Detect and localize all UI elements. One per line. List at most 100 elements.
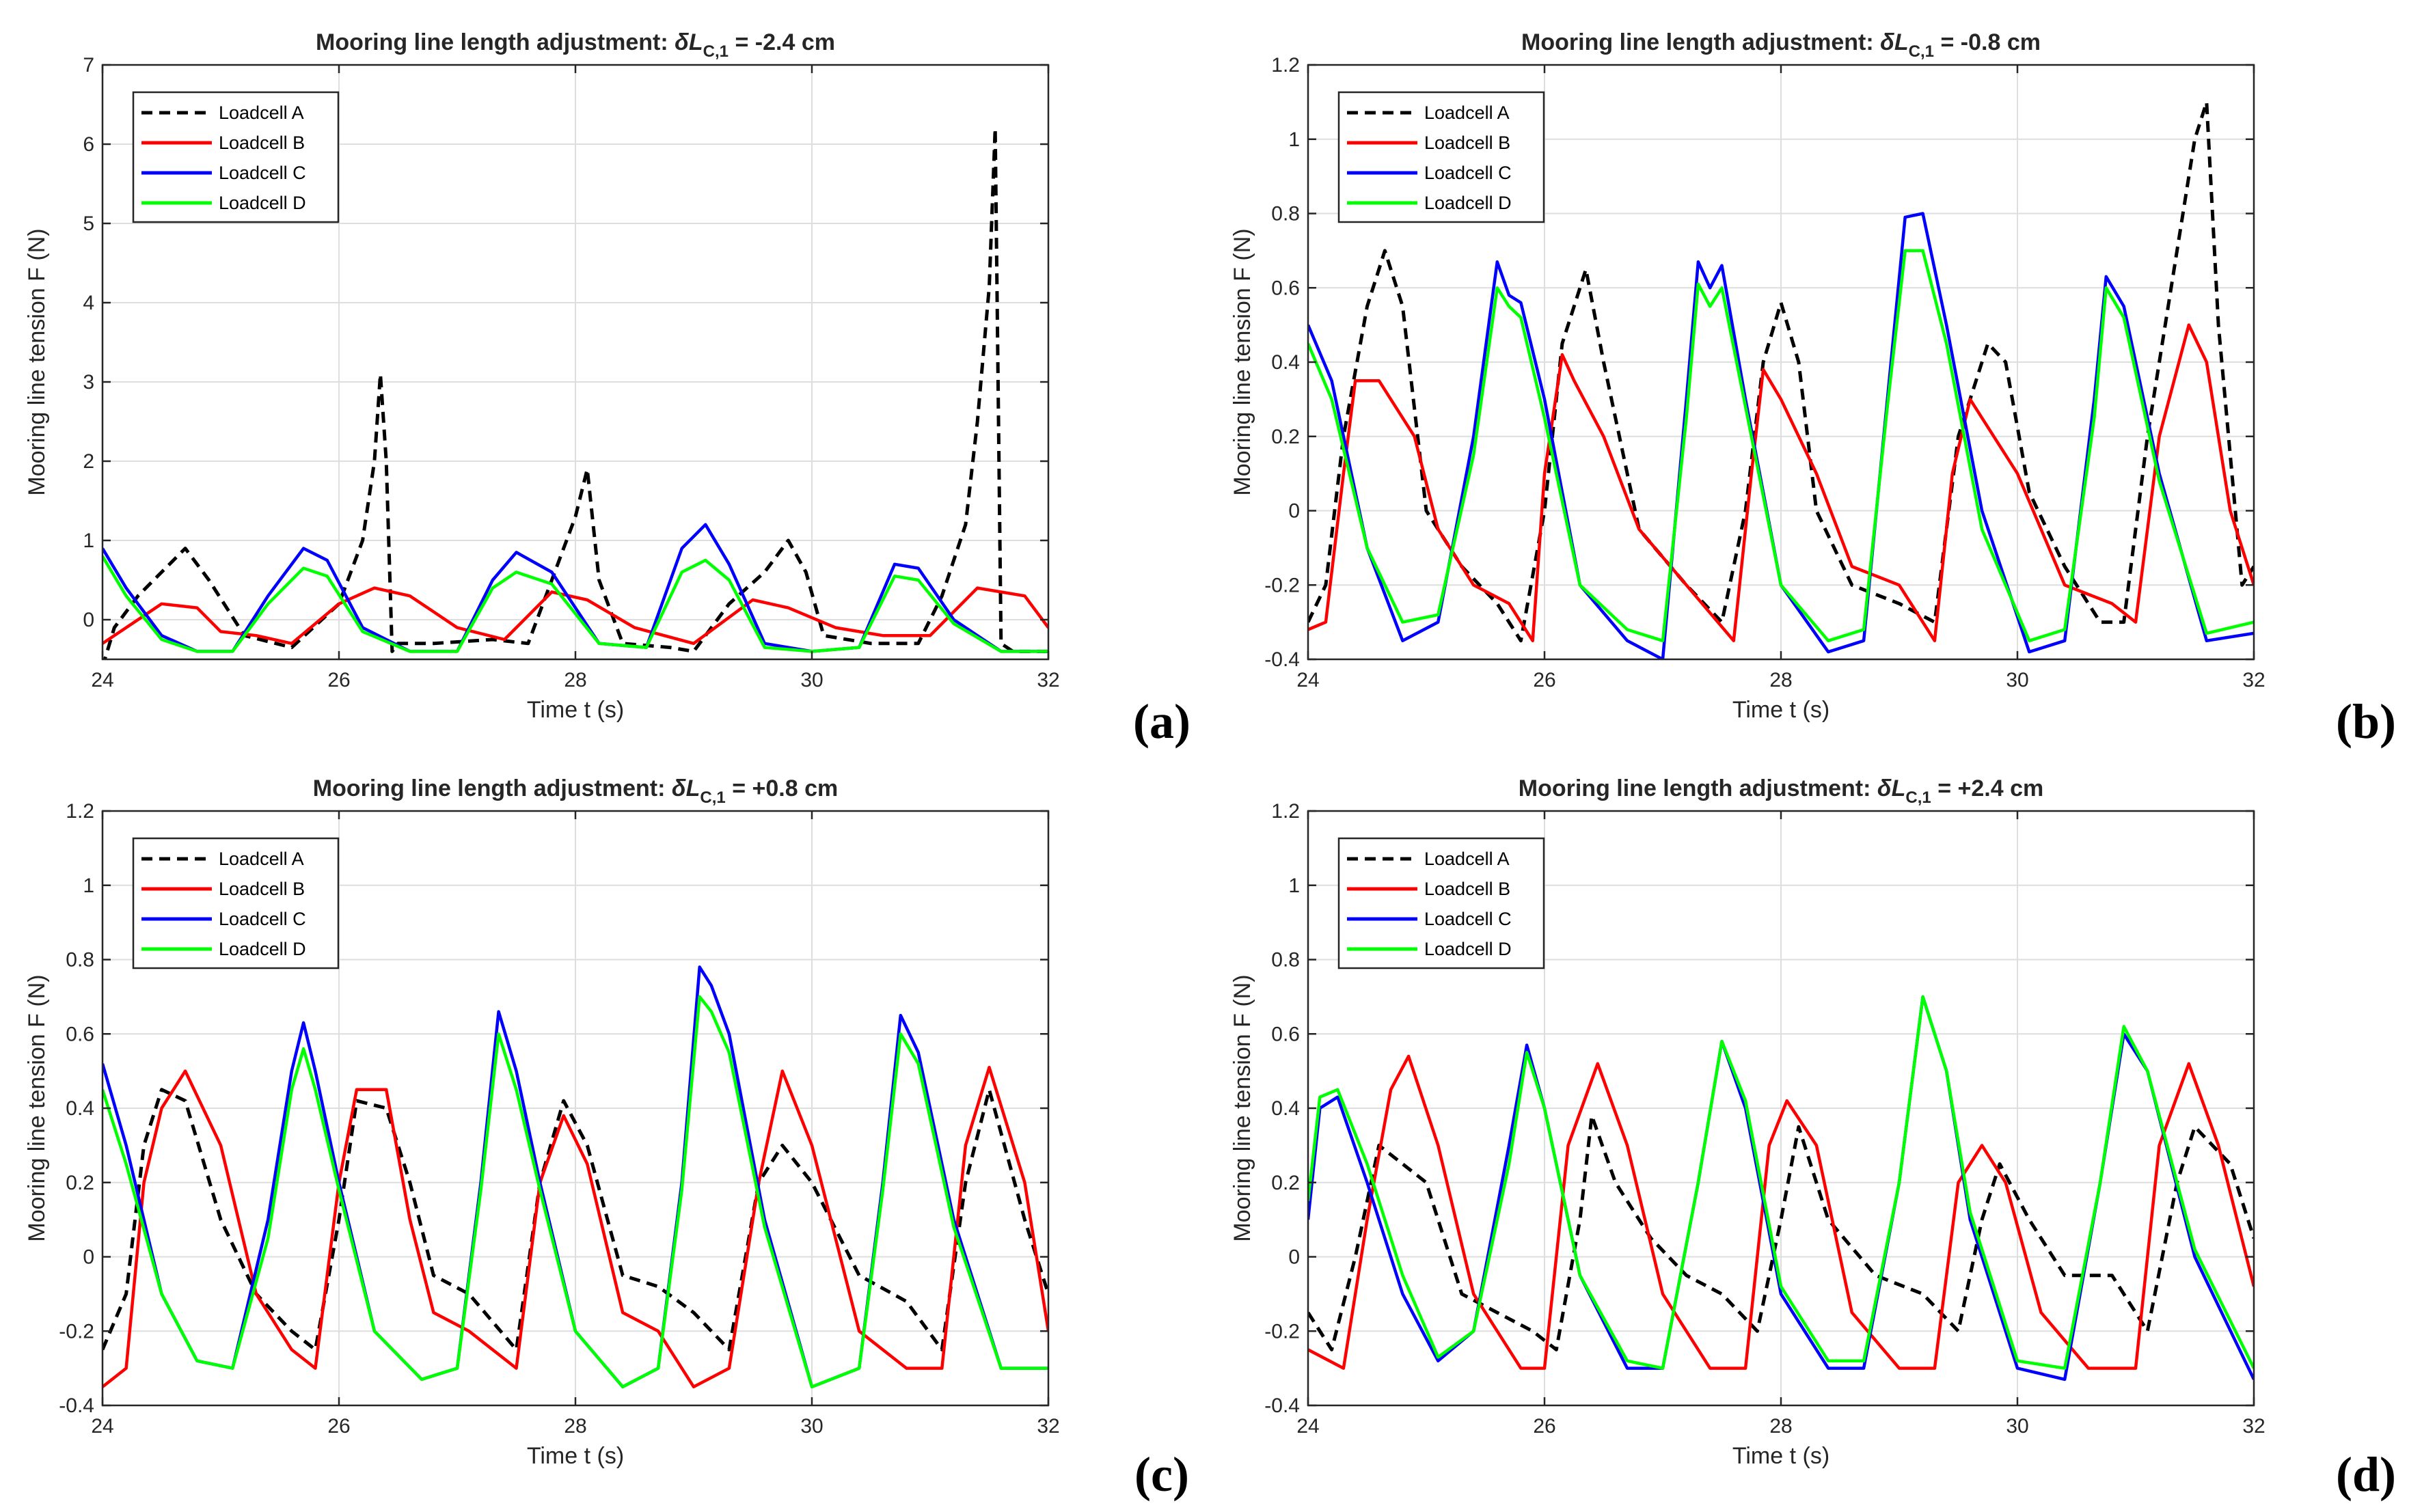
y-axis-label: Mooring line tension F (N) — [24, 974, 50, 1241]
legend-label: Loadcell B — [219, 133, 305, 153]
series-line-loadcell-d — [103, 555, 1048, 653]
x-tick-label: 28 — [1769, 669, 1792, 691]
y-tick-label: 4 — [83, 292, 94, 314]
x-tick-label: 30 — [800, 669, 823, 691]
chart-panel: 24 26 28 30 32 0 1 2 3 4 5 6 7 Mooring line length ad… — [24, 29, 1190, 749]
y-tick-label: 1 — [1288, 128, 1300, 151]
legend-label: Loadcell C — [1424, 163, 1512, 183]
legend-label: Loadcell B — [1424, 879, 1510, 899]
y-axis-label: Mooring line tension F (N) — [1229, 228, 1255, 495]
panel-label: (d) — [2336, 1447, 2396, 1502]
y-tick-label: 0.2 — [66, 1172, 94, 1194]
legend-label: Loadcell A — [219, 102, 304, 123]
y-tick-label: 0.8 — [66, 949, 94, 972]
x-tick-label: 32 — [2242, 1415, 2265, 1438]
chart-panel: 24 26 28 30 32 -0.4 -0.2 0 0.2 0.4 0.6 0.8 1 1.2 Moori… — [24, 775, 1189, 1502]
legend-label: Loadcell D — [219, 193, 306, 213]
legend: Loadcell A Loadcell B Loadcell C Loadcell D — [1337, 91, 1545, 223]
y-tick-label: 0 — [1288, 1246, 1300, 1269]
series-line-loadcell-b — [103, 586, 1048, 646]
y-tick-label: -0.2 — [1264, 574, 1300, 596]
chart-panel: 24 26 28 30 32 -0.4 -0.2 0 0.2 0.4 0.6 0.8 1 1.2 Moori… — [1229, 29, 2396, 749]
x-tick-label: 26 — [327, 669, 350, 691]
y-tick-label: 0.8 — [1271, 949, 1300, 972]
y-tick-label: 1 — [83, 875, 94, 897]
chart-title: Mooring line length adjustment: δLC,1 = … — [316, 29, 835, 61]
y-tick-label: 7 — [83, 54, 94, 77]
legend-label: Loadcell B — [219, 879, 305, 899]
y-tick-label: 0.6 — [66, 1023, 94, 1045]
y-tick-label: -0.2 — [1264, 1320, 1300, 1343]
y-tick-label: 0.6 — [1271, 277, 1300, 299]
y-tick-label: 0.8 — [1271, 203, 1300, 225]
x-tick-label: 24 — [1296, 669, 1319, 691]
y-tick-label: 0.6 — [1271, 1023, 1300, 1045]
y-tick-label: 0.4 — [1271, 351, 1300, 374]
y-tick-label: 2 — [83, 450, 94, 473]
x-tick-label: 24 — [1296, 1415, 1319, 1438]
y-tick-label: 0 — [83, 609, 94, 631]
chart-title: Mooring line length adjustment: δLC,1 = … — [313, 775, 838, 807]
y-axis-label: Mooring line tension F (N) — [1229, 974, 1255, 1241]
series-line-loadcell-a — [1308, 1114, 2254, 1351]
y-tick-label: 3 — [83, 371, 94, 394]
panel-label: (b) — [2336, 694, 2396, 749]
series-line-loadcell-d — [103, 995, 1048, 1389]
x-tick-label: 24 — [91, 1415, 113, 1438]
series-line-loadcell-a — [103, 126, 1048, 659]
y-tick-label: 1 — [1288, 875, 1300, 897]
y-tick-label: 0.2 — [1271, 426, 1300, 448]
y-tick-label: 0.4 — [1271, 1097, 1300, 1120]
y-tick-label: 0.4 — [66, 1097, 94, 1120]
x-tick-label: 28 — [564, 1415, 586, 1438]
panel-label: (c) — [1134, 1447, 1189, 1502]
legend-label: Loadcell D — [1424, 939, 1512, 959]
y-tick-label: 1 — [83, 530, 94, 552]
y-tick-label: 0 — [1288, 500, 1300, 523]
legend-label: Loadcell C — [219, 909, 306, 929]
y-tick-label: 0.2 — [1271, 1172, 1300, 1194]
x-tick-label: 30 — [2006, 669, 2028, 691]
x-tick-label: 26 — [1533, 1415, 1555, 1438]
x-axis-label: Time t (s) — [527, 1443, 624, 1469]
x-tick-label: 32 — [2242, 669, 2265, 691]
x-axis-label: Time t (s) — [1732, 1443, 1829, 1469]
y-tick-label: 1.2 — [1271, 54, 1300, 77]
y-tick-label: -0.4 — [1264, 648, 1300, 671]
legend-label: Loadcell A — [1424, 849, 1510, 869]
chart-panel: 24 26 28 30 32 -0.4 -0.2 0 0.2 0.4 0.6 0.8 1 1.2 Moori… — [1229, 775, 2396, 1502]
legend-label: Loadcell D — [219, 939, 306, 959]
legend-label: Loadcell D — [1424, 193, 1512, 213]
y-tick-label: 5 — [83, 212, 94, 235]
chart-title: Mooring line length adjustment: δLC,1 = … — [1521, 29, 2041, 61]
legend-label: Loadcell A — [1424, 102, 1510, 123]
x-tick-label: 28 — [564, 669, 586, 691]
y-axis-label: Mooring line tension F (N) — [24, 228, 50, 495]
series-line-loadcell-d — [1308, 995, 2254, 1370]
legend-label: Loadcell C — [219, 163, 306, 183]
x-tick-label: 26 — [327, 1415, 350, 1438]
x-tick-label: 26 — [1533, 669, 1555, 691]
y-tick-label: -0.4 — [1264, 1394, 1300, 1417]
series-line-loadcell-c — [103, 523, 1048, 653]
x-axis-label: Time t (s) — [1732, 697, 1829, 723]
y-tick-label: 1.2 — [66, 800, 94, 823]
series-line-loadcell-b — [1308, 1054, 2254, 1370]
x-tick-label: 28 — [1769, 1415, 1792, 1438]
x-tick-label: 32 — [1037, 669, 1059, 691]
series-line-loadcell-d — [1308, 249, 2254, 643]
legend-label: Loadcell B — [1424, 133, 1510, 153]
x-axis-label: Time t (s) — [527, 697, 624, 723]
x-tick-label: 24 — [91, 669, 113, 691]
x-tick-label: 30 — [800, 1415, 823, 1438]
series-line-loadcell-b — [1308, 323, 2254, 643]
y-tick-label: -0.2 — [59, 1320, 94, 1343]
legend-label: Loadcell A — [219, 849, 304, 869]
y-tick-label: -0.4 — [59, 1394, 94, 1417]
y-tick-label: 0 — [83, 1246, 94, 1269]
legend: Loadcell A Loadcell B Loadcell C Loadcell D — [132, 91, 340, 223]
x-tick-label: 30 — [2006, 1415, 2028, 1438]
x-tick-label: 32 — [1037, 1415, 1059, 1438]
legend: Loadcell A Loadcell B Loadcell C Loadcell D — [1337, 837, 1545, 970]
